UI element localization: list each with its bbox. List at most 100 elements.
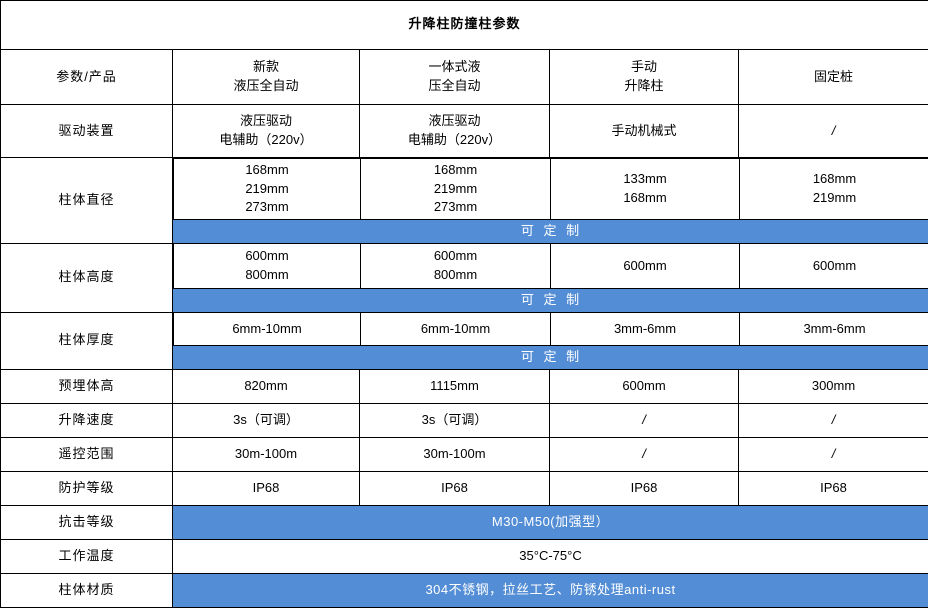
cell-material-value: 304不锈钢，拉丝工艺、防锈处理anti-rust (173, 574, 928, 608)
cell-height-col1: 600mm 800mm (174, 244, 361, 289)
nested-band-row: 可 定 制 (174, 220, 928, 243)
table-row: 驱动装置 液压驱动 电辅助（220v） 液压驱动 电辅助（220v） 手动机械式… (1, 105, 928, 158)
header-cell-manual-bollard: 手动 升降柱 (550, 50, 739, 105)
cell-speed-col2: 3s（可调） (360, 404, 550, 438)
cell-embedded-col1: 820mm (173, 370, 360, 404)
cell-line: 6mm-10mm (174, 320, 360, 339)
nested-band-row: 可 定 制 (174, 346, 928, 369)
cell-line: 168mm (174, 161, 360, 180)
cell-ip-col3: IP68 (550, 472, 739, 506)
cell-embedded-col3: 600mm (550, 370, 739, 404)
cell-line: 168mm (361, 161, 550, 180)
header-line-3a: 手动 (550, 58, 738, 77)
cell-line: 3mm-6mm (740, 320, 928, 339)
cell-ip-col4: IP68 (739, 472, 928, 506)
table-row: 遥控范围 30m-100m 30m-100m / / (1, 438, 928, 472)
cell-group-diameter: 168mm 219mm 273mm 168mm 219mm 273mm 133m… (173, 158, 928, 244)
header-cell-fixed-bollard: 固定桩 (739, 50, 928, 105)
cell-speed-col4: / (739, 404, 928, 438)
cell-speed-col1: 3s（可调） (173, 404, 360, 438)
cell-line: 219mm (740, 189, 928, 208)
header-line-2b: 压全自动 (360, 77, 549, 96)
cell-embedded-col2: 1115mm (360, 370, 550, 404)
cell-diameter-col3: 133mm 168mm (551, 159, 740, 220)
table-row: 预埋体高 820mm 1115mm 600mm 300mm (1, 370, 928, 404)
header-line-1a: 新款 (173, 58, 359, 77)
cell-drive-col4: / (739, 105, 928, 158)
cell-remote-col2: 30m-100m (360, 438, 550, 472)
cell-line: 手动机械式 (550, 122, 738, 141)
cell-height-col3: 600mm (551, 244, 740, 289)
row-label-drive: 驱动装置 (1, 105, 173, 158)
nested-values-row: 6mm-10mm 6mm-10mm 3mm-6mm 3mm-6mm (174, 313, 928, 346)
row-label-speed: 升降速度 (1, 404, 173, 438)
cell-line: 600mm (174, 247, 360, 266)
cell-line: 液压驱动 (173, 112, 359, 131)
customizable-band-height: 可 定 制 (174, 289, 928, 312)
table-row: 柱体直径 168mm 219mm 273mm (1, 158, 928, 244)
row-label-working-temp: 工作温度 (1, 540, 173, 574)
cell-ip-col1: IP68 (173, 472, 360, 506)
row-label-thickness: 柱体厚度 (1, 312, 173, 370)
title-row: 升降柱防撞柱参数 (1, 1, 928, 50)
cell-remote-col4: / (739, 438, 928, 472)
table-row: 升降速度 3s（可调） 3s（可调） / / (1, 404, 928, 438)
table-row: 工作温度 35°C-75°C (1, 540, 928, 574)
table-row: 防护等级 IP68 IP68 IP68 IP68 (1, 472, 928, 506)
cell-line: 273mm (361, 198, 550, 217)
cell-thickness-col2: 6mm-10mm (361, 313, 551, 346)
cell-diameter-col4: 168mm 219mm (740, 159, 928, 220)
cell-thickness-col1: 6mm-10mm (174, 313, 361, 346)
nested-values-row: 600mm 800mm 600mm 800mm 600mm (174, 244, 928, 289)
cell-line: 800mm (174, 266, 360, 285)
table-row: 抗击等级 M30-M50(加强型） (1, 506, 928, 540)
header-line-3b: 升降柱 (550, 77, 738, 96)
cell-line: 168mm (551, 189, 739, 208)
customizable-band-thickness: 可 定 制 (174, 346, 928, 369)
header-row: 参数/产品 新款 液压全自动 一体式液 压全自动 手动 升降柱 固定桩 (1, 50, 928, 105)
row-label-remote-range: 遥控范围 (1, 438, 173, 472)
cell-height-col2: 600mm 800mm (361, 244, 551, 289)
row-label-material: 柱体材质 (1, 574, 173, 608)
cell-line: 133mm (551, 170, 739, 189)
nested-table-height: 600mm 800mm 600mm 800mm 600mm (173, 243, 928, 312)
row-label-ip-rating: 防护等级 (1, 472, 173, 506)
cell-line: 219mm (174, 180, 360, 199)
table-row: 柱体厚度 6mm-10mm 6mm-10mm (1, 312, 928, 370)
cell-line: 600mm (551, 257, 739, 276)
customizable-band-diameter: 可 定 制 (174, 220, 928, 243)
cell-diameter-col1: 168mm 219mm 273mm (174, 159, 361, 220)
cell-line: 液压驱动 (360, 112, 549, 131)
cell-line: 电辅助（220v） (360, 131, 549, 150)
cell-height-col4: 600mm (740, 244, 928, 289)
nested-values-row: 168mm 219mm 273mm 168mm 219mm 273mm 133m… (174, 159, 928, 220)
cell-drive-col3: 手动机械式 (550, 105, 739, 158)
cell-working-temp-value: 35°C-75°C (173, 540, 928, 574)
document-title: 升降柱防撞柱参数 (1, 1, 928, 50)
cell-line: 273mm (174, 198, 360, 217)
cell-line: 电辅助（220v） (173, 131, 359, 150)
header-cell-param: 参数/产品 (1, 50, 173, 105)
cell-line: 600mm (740, 257, 928, 276)
row-label-height: 柱体高度 (1, 243, 173, 312)
cell-line: 800mm (361, 266, 550, 285)
row-label-impact-rating: 抗击等级 (1, 506, 173, 540)
cell-line: 600mm (361, 247, 550, 266)
row-label-diameter: 柱体直径 (1, 158, 173, 244)
cell-thickness-col3: 3mm-6mm (551, 313, 740, 346)
nested-table-diameter: 168mm 219mm 273mm 168mm 219mm 273mm 133m… (173, 158, 928, 243)
cell-line: 6mm-10mm (361, 320, 550, 339)
cell-diameter-col2: 168mm 219mm 273mm (361, 159, 551, 220)
cell-group-thickness: 6mm-10mm 6mm-10mm 3mm-6mm 3mm-6mm (173, 312, 928, 370)
cell-drive-col2: 液压驱动 电辅助（220v） (360, 105, 550, 158)
cell-line: 219mm (361, 180, 550, 199)
cell-embedded-col4: 300mm (739, 370, 928, 404)
cell-speed-col3: / (550, 404, 739, 438)
header-line-4a: 固定桩 (739, 68, 928, 87)
cell-line: 3mm-6mm (551, 320, 739, 339)
cell-thickness-col4: 3mm-6mm (740, 313, 928, 346)
cell-drive-col1: 液压驱动 电辅助（220v） (173, 105, 360, 158)
